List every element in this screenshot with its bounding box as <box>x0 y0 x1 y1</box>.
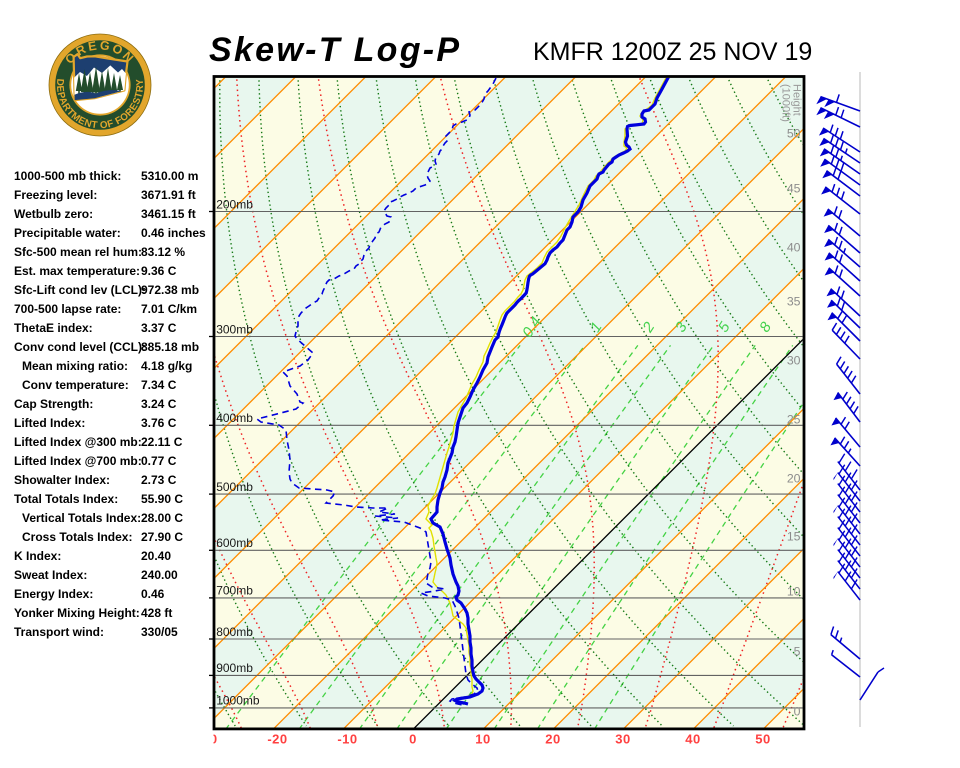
svg-text:900mb: 900mb <box>216 661 253 675</box>
svg-text:-30: -30 <box>197 732 217 747</box>
svg-text:0: 0 <box>409 732 417 747</box>
svg-text:200mb: 200mb <box>216 197 253 211</box>
svg-text:-20: -20 <box>267 732 287 747</box>
svg-text:5: 5 <box>794 645 801 659</box>
svg-text:20: 20 <box>787 472 801 486</box>
svg-text:300mb: 300mb <box>216 322 253 336</box>
svg-text:45: 45 <box>787 182 801 196</box>
svg-text:20: 20 <box>545 732 560 747</box>
svg-text:600mb: 600mb <box>216 536 253 550</box>
svg-text:700mb: 700mb <box>216 584 253 598</box>
svg-text:30: 30 <box>787 354 801 368</box>
svg-text:500mb: 500mb <box>216 480 253 494</box>
svg-text:-10: -10 <box>337 732 357 747</box>
svg-text:40: 40 <box>685 732 700 747</box>
svg-text:50: 50 <box>755 732 770 747</box>
svg-text:0: 0 <box>794 705 801 719</box>
svg-text:10: 10 <box>475 732 490 747</box>
svg-text:(1000ft): (1000ft) <box>780 84 792 122</box>
svg-text:30: 30 <box>615 732 630 747</box>
svg-text:800mb: 800mb <box>216 625 253 639</box>
svg-text:Height: Height <box>791 84 803 116</box>
svg-text:40: 40 <box>787 241 801 255</box>
svg-text:35: 35 <box>787 295 801 309</box>
svg-text:25: 25 <box>787 413 801 427</box>
svg-text:1000mb: 1000mb <box>216 694 260 708</box>
svg-text:15: 15 <box>787 530 801 544</box>
svg-text:50: 50 <box>787 127 801 141</box>
svg-text:400mb: 400mb <box>216 411 253 425</box>
svg-text:10: 10 <box>787 585 801 599</box>
